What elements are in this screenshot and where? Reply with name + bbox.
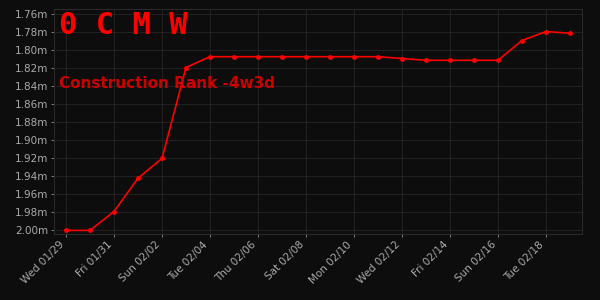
Text: Construction Rank -4w3d: Construction Rank -4w3d bbox=[59, 76, 275, 92]
Text: 0 C M W: 0 C M W bbox=[59, 11, 188, 40]
